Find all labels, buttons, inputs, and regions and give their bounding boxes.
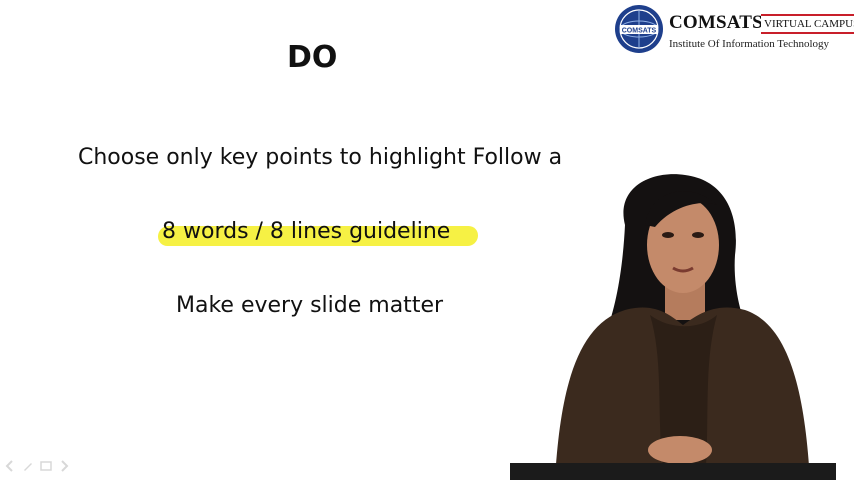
logo-brand: COMSATS: [669, 12, 763, 33]
slides-icon[interactable]: [40, 460, 52, 472]
presenter-desk: [510, 463, 836, 480]
logo-tag: VIRTUAL CAMPUS: [761, 14, 854, 34]
emblem-label: COMSATS: [622, 28, 657, 35]
presenter-image: [555, 174, 810, 480]
player-controls: [4, 460, 70, 472]
bullet-1: Choose only key points to highlight Foll…: [78, 145, 563, 170]
next-icon[interactable]: [58, 460, 70, 472]
pen-icon[interactable]: [22, 460, 34, 472]
slide-heading: DO: [287, 40, 338, 75]
logo-subtitle: Institute Of Information Technology: [669, 38, 830, 50]
prev-icon[interactable]: [4, 460, 16, 472]
bullet-2: 8 words / 8 lines guideline: [162, 219, 451, 244]
comsats-logo: COMSATS COMSATS VIRTUAL CAMPUS Institute…: [614, 4, 854, 56]
bullet-3: Make every slide matter: [176, 293, 444, 318]
comsats-emblem-icon: COMSATS: [615, 5, 663, 53]
